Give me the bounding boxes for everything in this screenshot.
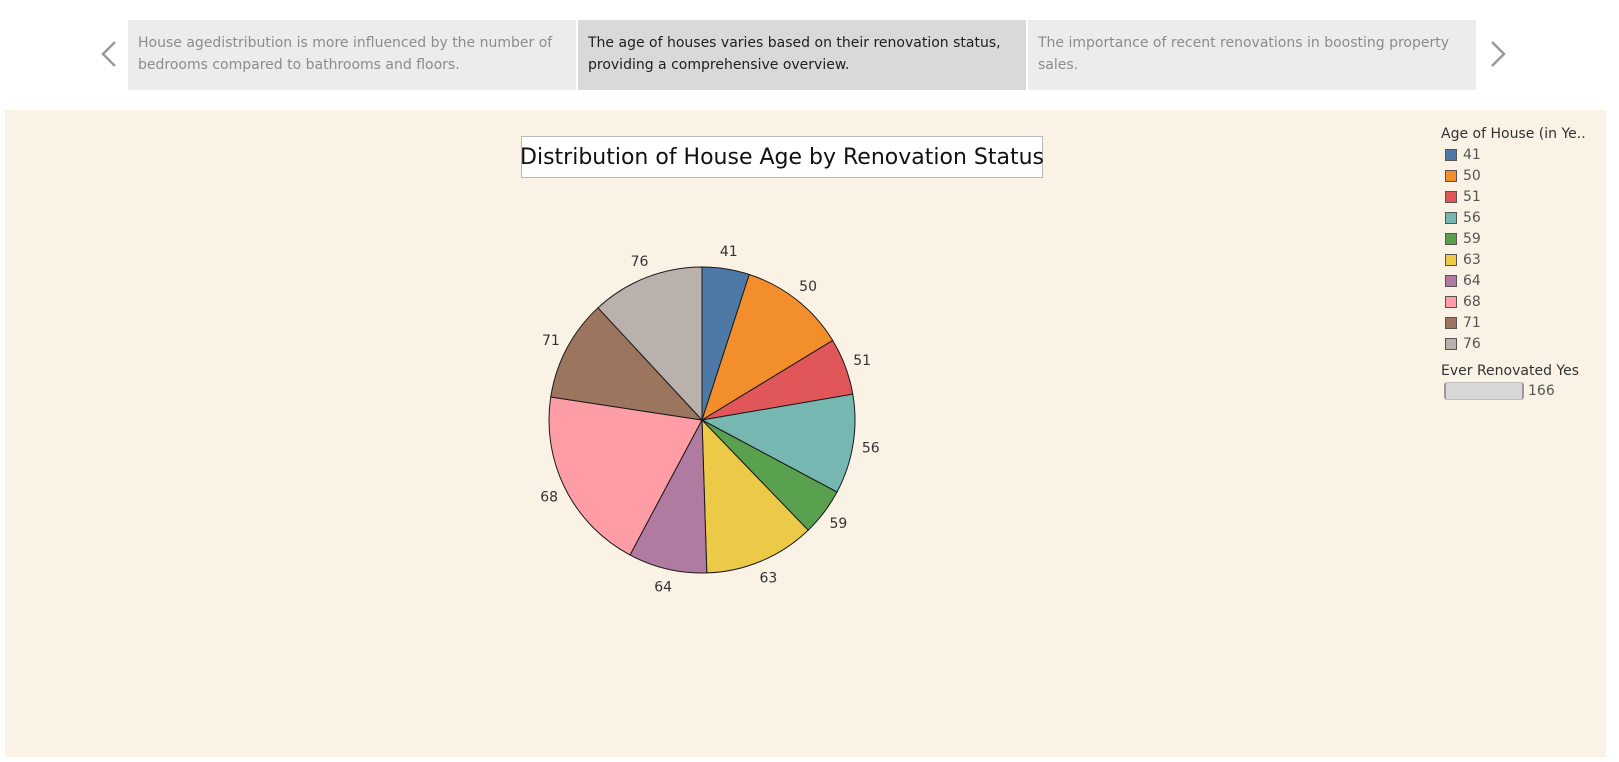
story-navigator: House agedistribution is more influenced…	[128, 20, 1476, 90]
next-story-point-arrow-icon[interactable]	[1487, 36, 1509, 72]
legend-item-76[interactable]: 76	[1441, 333, 1601, 354]
legend-label: 76	[1463, 335, 1481, 352]
legend-label: 41	[1463, 146, 1481, 163]
slice-label-76: 76	[631, 254, 649, 270]
legend-item-68[interactable]: 68	[1441, 291, 1601, 312]
color-legend-title: Age of House (in Ye..	[1441, 126, 1586, 142]
dashboard-area: Distribution of House Age by Renovation …	[5, 110, 1606, 757]
story-point-1-caption: House agedistribution is more influenced…	[138, 35, 553, 73]
legend-swatch	[1445, 190, 1457, 203]
legend-label: 64	[1463, 272, 1481, 289]
size-legend-title: Ever Renovated Yes	[1441, 363, 1580, 379]
legend-swatch	[1445, 295, 1457, 308]
size-legend-bar	[1444, 382, 1524, 400]
chart-title: Distribution of House Age by Renovation …	[520, 136, 1044, 178]
legend-swatch	[1445, 169, 1457, 182]
pie-slice-63[interactable]	[701, 418, 809, 574]
legend-swatch	[1445, 274, 1457, 287]
legend-item-41[interactable]: 41	[1441, 144, 1601, 165]
slice-label-68: 68	[540, 490, 558, 506]
slice-label-56: 56	[862, 440, 880, 456]
legend-swatch	[1445, 316, 1457, 329]
pie-slice-71[interactable]	[550, 307, 704, 421]
size-legend: 166	[1441, 381, 1601, 401]
pie-slice-68[interactable]	[548, 396, 703, 556]
slice-label-51: 51	[853, 353, 871, 369]
legend-label: 59	[1463, 230, 1481, 247]
legend-label: 51	[1463, 188, 1481, 205]
color-legend: Age of House (in Ye.. 41 50 51 56 59 63 64 68 71…	[1441, 124, 1601, 401]
slice-label-50: 50	[799, 279, 817, 295]
pie-slice-56[interactable]	[700, 393, 856, 493]
legend-swatch	[1445, 211, 1457, 224]
previous-story-point-arrow-icon[interactable]	[98, 36, 120, 72]
pie-slice-50[interactable]	[701, 273, 834, 422]
story-point-3[interactable]: The importance of recent renovations in …	[1028, 20, 1476, 90]
slice-label-41: 41	[720, 244, 738, 260]
pie-chart: 41 50 51 56 59 63 64 68 71 76	[540, 244, 880, 596]
legend-item-64[interactable]: 64	[1441, 270, 1601, 291]
pie-slice-76[interactable]	[597, 266, 703, 422]
story-point-1[interactable]: House agedistribution is more influenced…	[128, 20, 576, 90]
legend-label: 63	[1463, 251, 1481, 268]
story-point-2-caption: The age of houses varies based on their …	[588, 35, 1001, 73]
slice-label-59: 59	[830, 516, 848, 532]
size-legend-value: 166	[1528, 383, 1555, 399]
story-point-3-caption: The importance of recent renovations in …	[1038, 35, 1450, 73]
legend-item-51[interactable]: 51	[1441, 186, 1601, 207]
legend-label: 71	[1463, 314, 1481, 331]
legend-item-50[interactable]: 50	[1441, 165, 1601, 186]
legend-item-56[interactable]: 56	[1441, 207, 1601, 228]
slice-label-63: 63	[760, 571, 778, 587]
legend-label: 50	[1463, 167, 1481, 184]
legend-swatch	[1445, 148, 1457, 161]
story-point-2[interactable]: The age of houses varies based on their …	[578, 20, 1026, 90]
slice-label-64: 64	[654, 580, 672, 596]
legend-item-63[interactable]: 63	[1441, 249, 1601, 270]
legend-item-59[interactable]: 59	[1441, 228, 1601, 249]
legend-swatch	[1445, 232, 1457, 245]
legend-item-71[interactable]: 71	[1441, 312, 1601, 333]
legend-swatch	[1445, 253, 1457, 266]
legend-label: 68	[1463, 293, 1481, 310]
slice-label-71: 71	[542, 333, 560, 349]
legend-swatch	[1445, 337, 1457, 350]
legend-label: 56	[1463, 209, 1481, 226]
